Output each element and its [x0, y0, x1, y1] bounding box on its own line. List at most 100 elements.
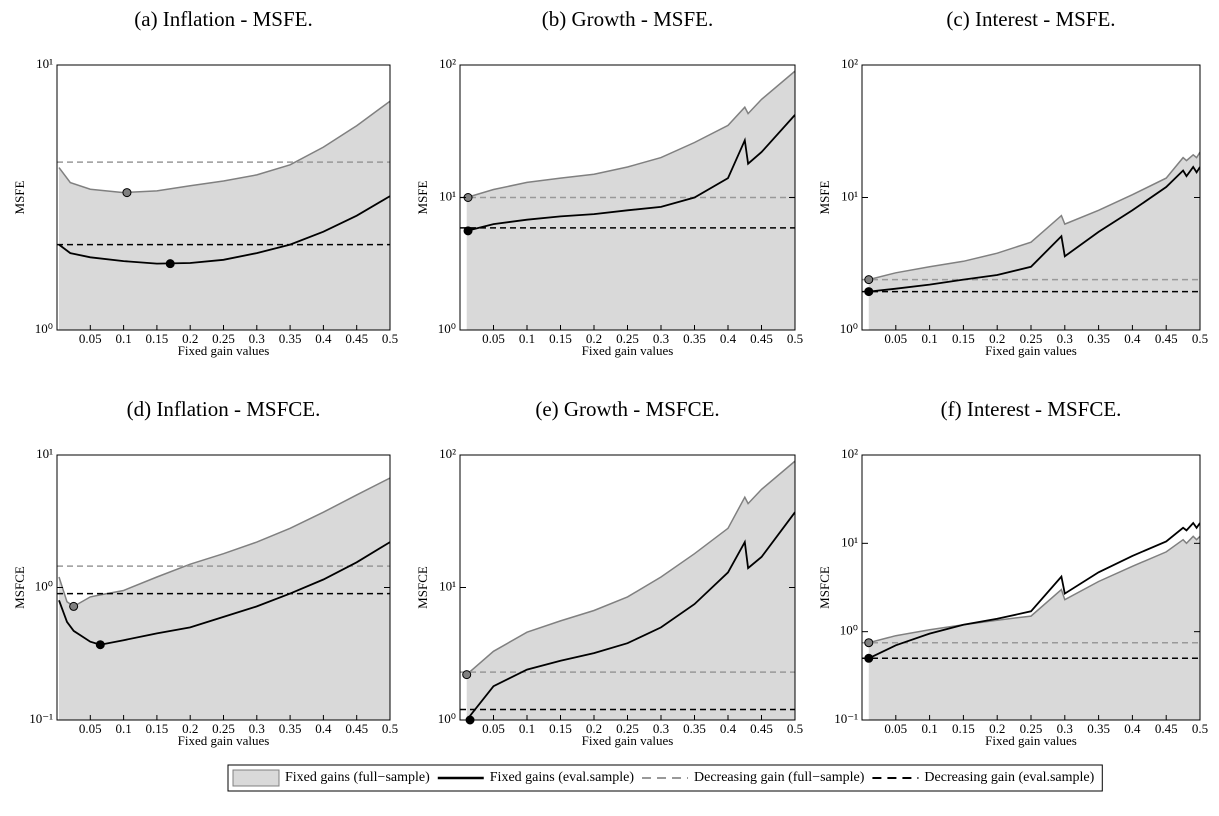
min-point	[864, 275, 874, 285]
x-tick-label: 0.05	[79, 331, 102, 346]
y-tick-label: 10²	[841, 56, 858, 71]
y-axis-label: MSFCE	[817, 566, 832, 609]
panel: 0.05 0.1 0.15 0.2 0.25 0.3 0.35 0.4 0.45 0.5 10⁻¹ 1…	[12, 397, 398, 748]
x-tick-label: 0.1	[921, 721, 937, 736]
y-tick-label: 10¹	[841, 188, 858, 203]
legend-swatch	[232, 769, 280, 787]
x-tick-label: 0.05	[482, 721, 505, 736]
x-tick-label: 0.5	[382, 331, 398, 346]
min-point	[864, 653, 874, 663]
legend-label: Decreasing gain (full−sample)	[694, 770, 865, 785]
x-tick-label: 0.15	[952, 721, 975, 736]
panel: 0.05 0.1 0.15 0.2 0.25 0.3 0.35 0.4 0.45 0.5 10⁰ 10…	[415, 397, 803, 748]
x-tick-label: 0.4	[315, 721, 332, 736]
x-tick-label: 0.2	[182, 331, 198, 346]
x-tick-label: 0.15	[549, 721, 572, 736]
line	[58, 195, 390, 265]
x-tick-label: 0.1	[921, 331, 937, 346]
x-tick-label: 0.4	[720, 721, 737, 736]
panel-title: (b) Growth - MSFE.	[542, 7, 714, 31]
x-tick-label: 0.1	[115, 721, 131, 736]
line	[868, 165, 1200, 293]
x-tick-label: 0.05	[79, 721, 102, 736]
y-tick-label: 10⁰	[35, 578, 53, 593]
x-tick-label: 0.5	[787, 721, 803, 736]
area-outline	[868, 151, 1200, 281]
plot-area	[57, 477, 390, 720]
y-tick-label: 10⁰	[35, 321, 53, 336]
x-tick-label: 0.4	[1124, 331, 1141, 346]
x-tick-label: 0.45	[1155, 721, 1178, 736]
y-tick-label: 10¹	[439, 188, 456, 203]
min-point	[122, 188, 132, 198]
y-axis-label: MSFE	[415, 180, 430, 214]
area-fill	[466, 71, 795, 330]
x-tick-label: 0.25	[212, 721, 235, 736]
area-fill	[58, 478, 390, 720]
x-tick-label: 0.2	[586, 721, 602, 736]
min-point	[69, 601, 79, 611]
panel: 0.05 0.1 0.15 0.2 0.25 0.3 0.35 0.4 0.45 0.5 10⁰ 10…	[12, 7, 398, 358]
x-tick-label: 0.25	[616, 331, 639, 346]
x-axis-label: Fixed gain values	[178, 343, 270, 358]
legend: Fixed gains (full−sample) Fixed gains (ev…	[227, 764, 1103, 792]
y-tick-label: 10⁰	[438, 711, 456, 726]
line	[466, 114, 795, 232]
x-tick-label: 0.1	[519, 721, 535, 736]
x-tick-label: 0.35	[683, 721, 706, 736]
x-axis-label: Fixed gain values	[985, 733, 1077, 748]
area-fill	[466, 461, 795, 720]
x-tick-label: 0.35	[279, 331, 302, 346]
x-tick-label: 0.15	[952, 331, 975, 346]
legend-label: Fixed gains (full−sample)	[285, 770, 430, 785]
x-tick-label: 0.4	[720, 331, 737, 346]
x-tick-label: 0.4	[1124, 721, 1141, 736]
line	[58, 541, 390, 646]
x-tick-label: 0.2	[182, 721, 198, 736]
min-point	[864, 638, 874, 648]
x-tick-label: 0.15	[549, 331, 572, 346]
plot-area	[460, 460, 795, 720]
y-tick-label: 10⁰	[438, 321, 456, 336]
area-outline	[466, 460, 795, 676]
x-tick-label: 0.05	[884, 721, 907, 736]
plot-area	[460, 70, 795, 330]
area-outline	[466, 70, 795, 199]
x-axis-label: Fixed gain values	[178, 733, 270, 748]
x-tick-label: 0.25	[212, 331, 235, 346]
x-tick-label: 0.3	[249, 331, 265, 346]
y-tick-label: 10¹	[841, 534, 858, 549]
x-tick-label: 0.45	[1155, 331, 1178, 346]
y-axis-label: MSFCE	[415, 566, 430, 609]
min-point	[462, 670, 472, 680]
min-point	[95, 640, 105, 650]
x-axis-label: Fixed gain values	[985, 343, 1077, 358]
panel-title: (a) Inflation - MSFE.	[134, 7, 312, 31]
panel-title: (d) Inflation - MSFCE.	[127, 397, 321, 421]
x-tick-label: 0.25	[616, 721, 639, 736]
x-tick-label: 0.1	[519, 331, 535, 346]
x-tick-label: 0.3	[1057, 331, 1073, 346]
x-tick-label: 0.45	[345, 721, 368, 736]
plot-area	[57, 100, 390, 330]
panel-title: (f) Interest - MSFCE.	[941, 397, 1122, 421]
area-outline	[58, 100, 390, 194]
line	[868, 521, 1200, 660]
y-axis-label: MSFE	[12, 180, 27, 214]
x-tick-label: 0.25	[1020, 721, 1043, 736]
plot-area	[862, 521, 1200, 720]
plot-area	[862, 151, 1200, 330]
y-tick-label: 10²	[439, 446, 456, 461]
y-tick-label: 10⁻¹	[29, 711, 53, 726]
x-tick-label: 0.05	[884, 331, 907, 346]
x-tick-label: 0.2	[989, 331, 1005, 346]
x-tick-label: 0.2	[586, 331, 602, 346]
x-tick-label: 0.45	[750, 331, 773, 346]
x-tick-label: 0.45	[345, 331, 368, 346]
y-tick-label: 10¹	[36, 56, 53, 71]
y-tick-label: 10⁰	[840, 623, 858, 638]
area-fill	[58, 101, 390, 330]
x-tick-label: 0.35	[1087, 331, 1110, 346]
panel: 0.05 0.1 0.15 0.2 0.25 0.3 0.35 0.4 0.45 0.5 10⁻¹ 1…	[817, 397, 1208, 748]
